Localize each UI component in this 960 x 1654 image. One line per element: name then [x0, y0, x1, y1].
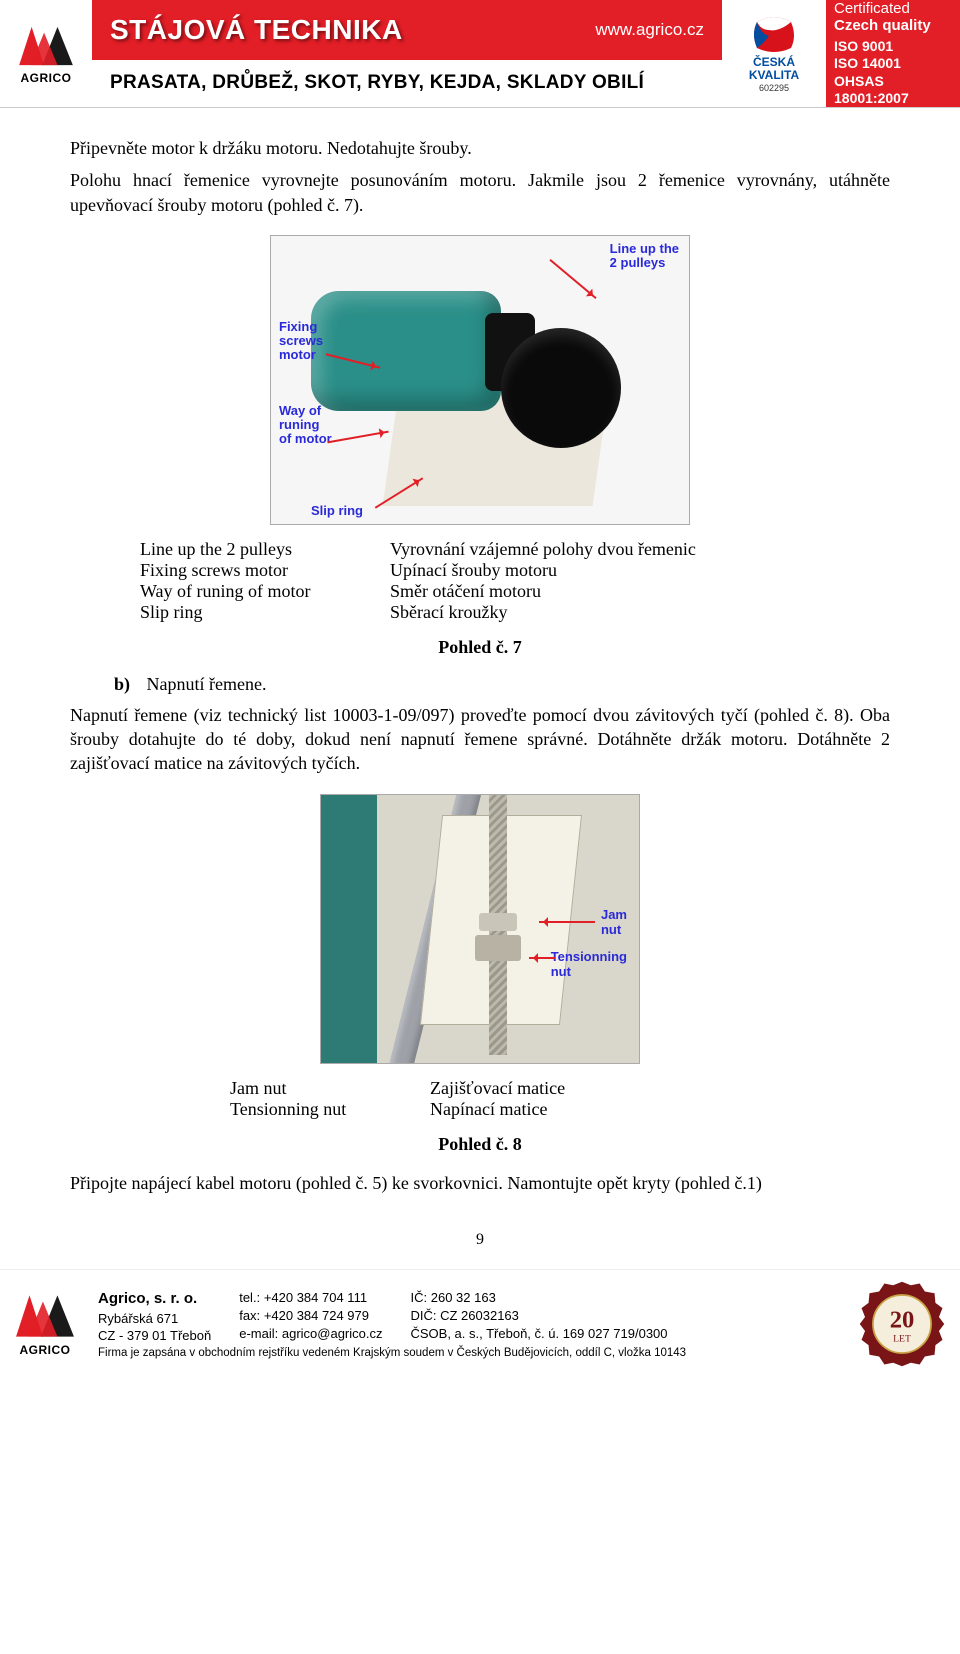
fig7-label-fixing: Fixing screws motor	[279, 320, 323, 363]
figure-7-caption: Pohled č. 7	[70, 637, 890, 658]
cq-label-line1: ČESKÁ	[753, 55, 795, 69]
translation-table-fig8: Jam nutZajišťovací matice Tensionning nu…	[230, 1078, 890, 1120]
cert-iso-2: ISO 14001	[834, 55, 952, 73]
footer-col-ids: IČ: 260 32 163 DIČ: CZ 26032163 ČSOB, a.…	[410, 1289, 667, 1344]
footer-dic: CZ 26032163	[440, 1308, 519, 1323]
footer-col-contact: tel.: +420 384 704 111 fax: +420 384 724…	[239, 1289, 382, 1344]
ceska-kvalita-box: ČESKÁ KVALITA 602295	[722, 0, 826, 107]
table-row: Line up the 2 pulleysVyrovnání vzájemné …	[140, 539, 890, 560]
agrico-logo-icon	[14, 1291, 76, 1341]
fig7-label-lineup: Line up the 2 pulleys	[610, 242, 679, 271]
t7-cs-2: Směr otáčení motoru	[390, 581, 541, 602]
footer-logo-label: AGRICO	[14, 1343, 76, 1357]
table-row: Way of runing of motorSměr otáčení motor…	[140, 581, 890, 602]
paragraph-4: Připojte napájecí kabel motoru (pohled č…	[70, 1171, 890, 1195]
t7-en-2: Way of runing of motor	[140, 581, 390, 602]
header-red-strip: STÁJOVÁ TECHNIKA www.agrico.cz PRASATA, …	[92, 0, 722, 107]
fig8-arrow-jam	[539, 921, 595, 923]
list-item-b: b) Napnutí řemene.	[114, 674, 890, 695]
anniversary-seal-icon: 20 LET	[858, 1280, 946, 1368]
fig8-tensioning-nut	[475, 935, 521, 961]
cert-iso-1: ISO 9001	[834, 38, 952, 56]
footer: AGRICO Agrico, s. r. o. Rybářská 671 CZ …	[0, 1269, 960, 1388]
fig7-pulley	[501, 328, 621, 448]
fig8-motor-edge	[321, 795, 377, 1063]
footer-registry-note: Firma je zapsána v obchodním rejstříku v…	[98, 1347, 686, 1359]
table-row: Fixing screws motorUpínací šrouby motoru	[140, 560, 890, 581]
footer-tel-label: tel.:	[239, 1290, 260, 1305]
paragraph-2: Polohu hnací řemenice vyrovnejte posunov…	[70, 168, 890, 217]
footer-tel: +420 384 704 111	[264, 1290, 367, 1305]
t7-en-1: Fixing screws motor	[140, 560, 390, 581]
seal-number: 20	[890, 1307, 915, 1334]
table-row: Slip ringSběrací kroužky	[140, 602, 890, 623]
fig8-jam-nut	[479, 913, 517, 931]
t7-cs-0: Vyrovnání vzájemné polohy dvou řemenic	[390, 539, 696, 560]
fig7-label-slip: Slip ring	[311, 504, 363, 518]
list-text-b: Napnutí řemene.	[147, 674, 267, 694]
t7-cs-1: Upínací šrouby motoru	[390, 560, 557, 581]
footer-fax-label: fax:	[239, 1308, 260, 1323]
header-banner: AGRICO STÁJOVÁ TECHNIKA www.agrico.cz PR…	[0, 0, 960, 108]
fig8-arrow-tensioning	[529, 957, 555, 959]
agrico-logo-label: AGRICO	[21, 71, 72, 85]
figure-8-caption: Pohled č. 8	[70, 1134, 890, 1155]
header-title: STÁJOVÁ TECHNIKA	[110, 14, 403, 46]
t8-cs-1: Napínací matice	[430, 1099, 547, 1120]
ceska-kvalita-icon	[749, 14, 799, 54]
t7-cs-3: Sběrací kroužky	[390, 602, 507, 623]
figure-7: Line up the 2 pulleys Fixing screws moto…	[270, 235, 690, 525]
list-marker-b: b)	[114, 674, 142, 695]
translation-table-fig7: Line up the 2 pulleysVyrovnání vzájemné …	[140, 539, 890, 623]
footer-col-address: Agrico, s. r. o. Rybářská 671 CZ - 379 0…	[98, 1289, 211, 1344]
page-number: 9	[70, 1231, 890, 1249]
agrico-logo-icon	[17, 23, 75, 69]
t8-en-0: Jam nut	[230, 1078, 430, 1099]
seal-word: LET	[893, 1334, 911, 1345]
footer-email: agrico@agrico.cz	[282, 1326, 383, 1341]
agrico-logo-box: AGRICO	[0, 0, 92, 107]
cert-iso-4: 18001:2007	[834, 90, 952, 108]
footer-columns: Agrico, s. r. o. Rybářská 671 CZ - 379 0…	[98, 1289, 686, 1344]
footer-email-label: e-mail:	[239, 1326, 278, 1341]
table-row: Jam nutZajišťovací matice	[230, 1078, 890, 1099]
header-subtitle-row: PRASATA, DRŮBEŽ, SKOT, RYBY, KEJDA, SKLA…	[92, 60, 722, 107]
t7-en-0: Line up the 2 pulleys	[140, 539, 390, 560]
footer-info: Agrico, s. r. o. Rybářská 671 CZ - 379 0…	[98, 1289, 686, 1358]
header-subtitle: PRASATA, DRŮBEŽ, SKOT, RYBY, KEJDA, SKLA…	[110, 72, 644, 94]
figure-8: Jam nut Tensionning nut	[320, 794, 640, 1064]
cert-line1: Certificated	[834, 0, 952, 17]
header-top-row: STÁJOVÁ TECHNIKA www.agrico.cz	[92, 0, 722, 60]
footer-addr1: Rybářská 671	[98, 1310, 211, 1328]
header-site-url: www.agrico.cz	[595, 20, 704, 40]
fig7-arrow-lineup	[549, 259, 596, 299]
fig7-label-way: Way of runing of motor	[279, 404, 332, 447]
cert-iso-3: OHSAS	[834, 73, 952, 91]
fig7-motor	[311, 291, 501, 411]
footer-ic-label: IČ:	[410, 1290, 427, 1305]
footer-dic-label: DIČ:	[410, 1308, 436, 1323]
t8-cs-0: Zajišťovací matice	[430, 1078, 565, 1099]
t7-en-3: Slip ring	[140, 602, 390, 623]
cert-line2: Czech quality	[834, 17, 952, 34]
fig8-label-jam: Jam nut	[601, 907, 627, 937]
page-content: Připevněte motor k držáku motoru. Nedota…	[0, 108, 960, 1269]
footer-ic: 260 32 163	[431, 1290, 496, 1305]
fig7-arrow-way	[327, 431, 388, 444]
footer-fax: +420 384 724 979	[264, 1308, 369, 1323]
t8-en-1: Tensionning nut	[230, 1099, 430, 1120]
fig8-label-tensioning: Tensionning nut	[551, 949, 627, 979]
ceska-kvalita-label: ČESKÁ KVALITA	[749, 56, 799, 82]
table-row: Tensionning nutNapínací matice	[230, 1099, 890, 1120]
footer-logo: AGRICO	[14, 1291, 76, 1357]
paragraph-3: Napnutí řemene (viz technický list 10003…	[70, 703, 890, 776]
footer-company: Agrico, s. r. o.	[98, 1289, 211, 1309]
ceska-kvalita-code: 602295	[759, 83, 789, 93]
footer-bank: ČSOB, a. s., Třeboň, č. ú. 169 027 719/0…	[410, 1325, 667, 1343]
footer-addr2: CZ - 379 01 Třeboň	[98, 1327, 211, 1345]
certification-box: Certificated Czech quality ISO 9001 ISO …	[826, 0, 960, 107]
cq-label-line2: KVALITA	[749, 68, 799, 82]
paragraph-1: Připevněte motor k držáku motoru. Nedota…	[70, 136, 890, 160]
